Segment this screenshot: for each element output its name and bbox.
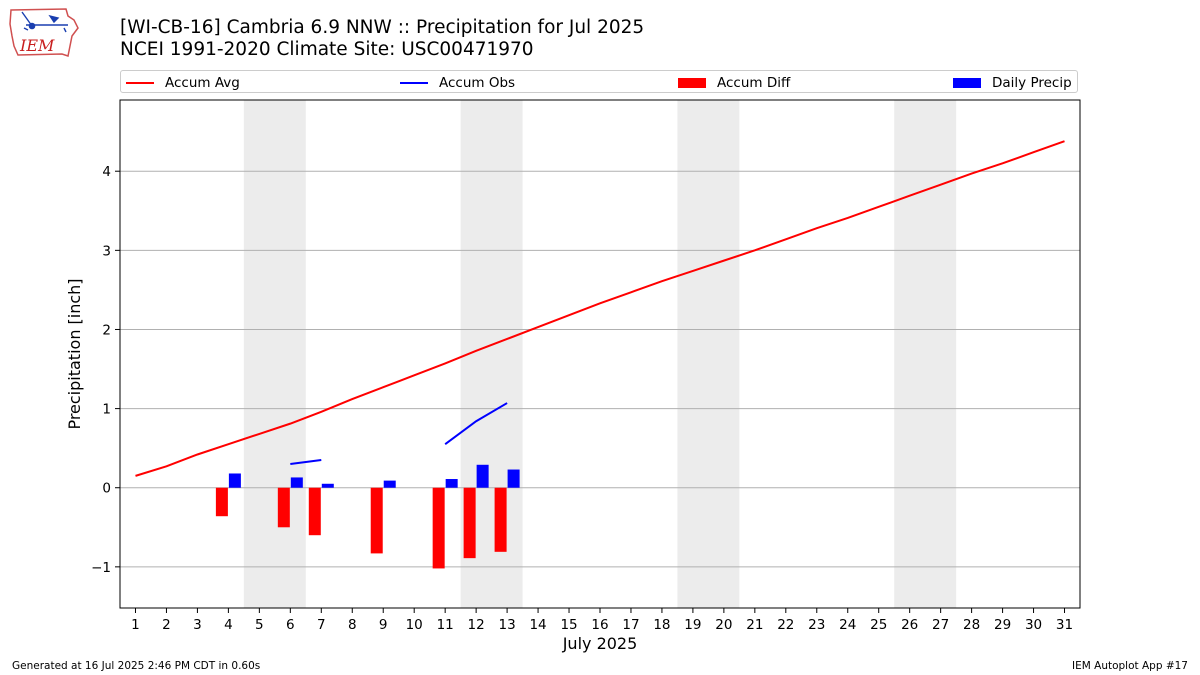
accum-avg-line — [135, 140, 1065, 477]
autoplot-footer: IEM Autoplot App #17 — [1072, 660, 1188, 672]
legend-label: Accum Obs — [439, 74, 516, 91]
x-axis-label: July 2025 — [562, 634, 638, 653]
weekend-shade — [894, 100, 957, 608]
x-tick-label: 17 — [622, 617, 639, 633]
accum-diff-bar — [432, 487, 445, 569]
x-tick-label: 30 — [1025, 617, 1042, 633]
x-tick-label: 2 — [162, 617, 171, 633]
accum-diff-bar — [277, 487, 290, 528]
x-tick-label: 21 — [746, 617, 763, 633]
legend-item-accum-diff: Accum Diff — [678, 71, 790, 94]
daily-precip-bar — [290, 477, 303, 488]
accum-obs-line — [290, 459, 322, 465]
x-tick-label: 13 — [499, 617, 516, 633]
y-tick-label: 3 — [102, 243, 111, 259]
x-tick-label: 26 — [901, 617, 918, 633]
legend-patch-blue — [953, 77, 981, 88]
daily-precip-bar — [383, 480, 396, 488]
x-tick-label: 19 — [684, 617, 701, 633]
accum-diff-bar — [308, 487, 321, 536]
x-tick-label: 9 — [379, 617, 388, 633]
y-axis-label: Precipitation [inch] — [65, 278, 84, 429]
iem-logo: IEM — [8, 6, 82, 60]
x-tick-label: 12 — [468, 617, 485, 633]
x-tick-label: 8 — [348, 617, 357, 633]
legend-label: Accum Avg — [165, 74, 240, 91]
daily-precip-bar — [321, 483, 334, 488]
legend-line-red — [126, 81, 154, 84]
chart-subtitle: NCEI 1991-2020 Climate Site: USC00471970 — [120, 39, 534, 60]
x-tick-label: 7 — [317, 617, 326, 633]
daily-precip-bar — [228, 473, 241, 488]
daily-precip-bar — [476, 464, 489, 488]
y-tick-label: 1 — [102, 402, 111, 418]
accum-diff-bar — [494, 487, 507, 552]
weekend-shade — [243, 100, 306, 608]
legend-item-daily-precip: Daily Precip — [953, 71, 1072, 94]
x-tick-label: 24 — [839, 617, 856, 633]
x-tick-label: 22 — [777, 617, 794, 633]
legend: Accum Avg Accum Obs Accum Diff Daily Pre… — [120, 70, 1078, 93]
legend-item-accum-obs: Accum Obs — [400, 71, 515, 94]
accum-diff-bar — [215, 487, 228, 517]
weather-station-icon — [21, 11, 68, 33]
x-tick-label: 10 — [406, 617, 423, 633]
daily-precip-bar — [445, 479, 458, 488]
chart-title: [WI-CB-16] Cambria 6.9 NNW :: Precipitat… — [120, 17, 645, 38]
x-tick-label: 28 — [963, 617, 980, 633]
daily-precip-bar — [507, 469, 520, 488]
x-tick-label: 15 — [560, 617, 577, 633]
x-tick-label: 16 — [591, 617, 608, 633]
x-tick-label: 6 — [286, 617, 295, 633]
legend-patch-red — [678, 77, 706, 88]
x-tick-label: 31 — [1056, 617, 1073, 633]
x-tick-label: 18 — [653, 617, 670, 633]
y-tick-label: 2 — [102, 322, 111, 338]
legend-line-blue — [400, 81, 428, 84]
x-tick-label: 14 — [529, 617, 546, 633]
x-tick-label: 3 — [193, 617, 202, 633]
x-tick-label: 25 — [870, 617, 887, 633]
x-tick-label: 5 — [255, 617, 264, 633]
weekend-shade — [677, 100, 740, 608]
logo-text: IEM — [20, 36, 55, 55]
accum-obs-line — [444, 402, 508, 446]
y-tick-label: 0 — [102, 481, 111, 497]
x-tick-label: 1 — [131, 617, 140, 633]
x-tick-label: 11 — [437, 617, 454, 633]
y-tick-label: −1 — [91, 560, 111, 576]
accum-diff-bar — [370, 487, 383, 554]
y-tick-label: 4 — [102, 164, 111, 180]
generated-footer: Generated at 16 Jul 2025 2:46 PM CDT in … — [12, 660, 261, 672]
x-tick-label: 27 — [932, 617, 949, 633]
x-tick-label: 29 — [994, 617, 1011, 633]
legend-item-accum-avg: Accum Avg — [126, 71, 240, 94]
legend-label: Accum Diff — [717, 74, 791, 91]
x-tick-label: 4 — [224, 617, 233, 633]
x-tick-label: 23 — [808, 617, 825, 633]
accum-diff-bar — [463, 487, 476, 559]
iowa-state-outline-icon — [9, 8, 79, 57]
legend-label: Daily Precip — [992, 74, 1072, 91]
x-tick-label: 20 — [715, 617, 732, 633]
